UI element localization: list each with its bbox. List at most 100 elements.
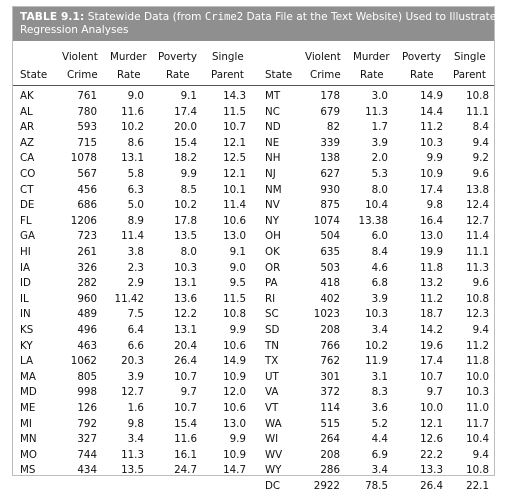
single-parent-cell: 12.1 bbox=[223, 168, 246, 180]
violent-crime-cell: 178 bbox=[320, 90, 340, 102]
state-code: CT bbox=[20, 183, 34, 196]
state-code: NH bbox=[265, 152, 281, 165]
violent-crime-cell: 762 bbox=[320, 355, 340, 368]
single-parent-cell: 10.8 bbox=[466, 90, 489, 102]
violent-crime-cell: 456 bbox=[77, 183, 97, 196]
poverty-rate-cell: 12.2 bbox=[174, 308, 197, 321]
header-violent-bottom-left: Crime bbox=[67, 69, 98, 81]
state-code: OH bbox=[265, 230, 281, 243]
single-parent-cell: 9.9 bbox=[229, 433, 246, 446]
state-code: FL bbox=[20, 214, 32, 227]
murder-rate-cell: 6.3 bbox=[127, 183, 144, 196]
violent-crime-cell: 82 bbox=[326, 121, 340, 134]
state-code: UT bbox=[265, 370, 279, 383]
murder-rate-cell: 20.3 bbox=[121, 355, 144, 368]
murder-rate-cell: 11.3 bbox=[121, 448, 144, 461]
murder-rate-cell: 11.3 bbox=[365, 105, 388, 118]
murder-rate-cell: 11.4 bbox=[121, 230, 144, 243]
single-parent-cell: 10.0 bbox=[466, 370, 489, 383]
header-state-right: State bbox=[265, 69, 293, 81]
single-parent-cell: 9.5 bbox=[229, 277, 246, 290]
violent-crime-cell: 463 bbox=[77, 339, 97, 352]
state-code: GA bbox=[20, 230, 36, 243]
poverty-rate-cell: 12.1 bbox=[420, 417, 443, 430]
poverty-rate-cell: 11.8 bbox=[420, 261, 443, 274]
single-parent-cell: 11.0 bbox=[466, 402, 489, 414]
state-code: MI bbox=[20, 417, 32, 430]
header-poverty-bottom-right: Rate bbox=[410, 69, 434, 81]
poverty-rate-cell: 9.9 bbox=[180, 168, 197, 180]
poverty-rate-cell: 18.7 bbox=[420, 308, 443, 321]
poverty-rate-cell: 24.7 bbox=[174, 464, 197, 477]
murder-rate-cell: 10.2 bbox=[121, 121, 144, 134]
single-parent-cell: 11.4 bbox=[466, 230, 489, 243]
violent-crime-cell: 114 bbox=[320, 402, 340, 414]
violent-crime-cell: 327 bbox=[77, 433, 97, 446]
violent-crime-cell: 372 bbox=[320, 386, 340, 399]
murder-rate-cell: 11.9 bbox=[365, 355, 388, 368]
murder-rate-cell: 2.9 bbox=[127, 277, 144, 290]
poverty-rate-cell: 26.4 bbox=[420, 480, 443, 492]
header-poverty-top-right: Poverty bbox=[402, 51, 441, 63]
poverty-rate-cell: 13.0 bbox=[420, 230, 443, 243]
state-code: CA bbox=[20, 152, 35, 165]
single-parent-cell: 10.8 bbox=[466, 464, 489, 477]
state-code: PA bbox=[265, 277, 278, 290]
title-text-after: Data File at the Text Website) Used to I… bbox=[243, 11, 497, 23]
poverty-rate-cell: 10.2 bbox=[174, 199, 197, 212]
murder-rate-cell: 3.9 bbox=[371, 292, 388, 305]
murder-rate-cell: 11.42 bbox=[114, 292, 144, 305]
violent-crime-cell: 138 bbox=[320, 152, 340, 165]
murder-rate-cell: 10.2 bbox=[365, 339, 388, 352]
header-murder-bottom-left: Rate bbox=[117, 69, 141, 81]
murder-rate-cell: 1.6 bbox=[127, 402, 144, 414]
poverty-rate-cell: 13.5 bbox=[174, 230, 197, 243]
murder-rate-cell: 10.3 bbox=[365, 308, 388, 321]
murder-rate-cell: 13.1 bbox=[121, 152, 144, 165]
murder-rate-cell: 6.8 bbox=[371, 277, 388, 290]
header-single-bottom-left: Parent bbox=[211, 69, 244, 81]
murder-rate-cell: 8.3 bbox=[371, 386, 388, 399]
poverty-rate-cell: 20.0 bbox=[174, 121, 197, 134]
state-code: MA bbox=[20, 370, 36, 383]
single-parent-cell: 11.5 bbox=[223, 292, 246, 305]
poverty-rate-cell: 10.7 bbox=[420, 370, 443, 383]
single-parent-cell: 10.1 bbox=[223, 183, 246, 196]
single-parent-cell: 13.8 bbox=[466, 183, 489, 196]
poverty-rate-cell: 16.1 bbox=[174, 448, 197, 461]
poverty-rate-cell: 13.2 bbox=[420, 277, 443, 290]
header-murder-top-left: Murder bbox=[110, 51, 147, 63]
single-parent-cell: 11.2 bbox=[466, 339, 489, 352]
murder-rate-cell: 13.5 bbox=[121, 464, 144, 477]
single-parent-cell: 9.0 bbox=[229, 261, 246, 274]
poverty-rate-cell: 11.2 bbox=[420, 292, 443, 305]
state-code: OK bbox=[265, 246, 280, 258]
poverty-rate-cell: 9.7 bbox=[426, 386, 443, 399]
header-rule bbox=[13, 85, 494, 86]
state-code: WA bbox=[265, 417, 282, 430]
single-parent-cell: 12.3 bbox=[466, 308, 489, 321]
violent-crime-cell: 766 bbox=[320, 339, 340, 352]
single-parent-cell: 13.0 bbox=[223, 230, 246, 243]
single-parent-cell: 9.4 bbox=[472, 324, 489, 336]
state-code: CO bbox=[20, 168, 36, 180]
state-code: OR bbox=[265, 261, 281, 274]
state-code: KY bbox=[20, 339, 33, 352]
murder-rate-cell: 5.0 bbox=[127, 199, 144, 212]
murder-rate-cell: 9.8 bbox=[127, 417, 144, 430]
single-parent-cell: 12.5 bbox=[223, 152, 246, 165]
murder-rate-cell: 4.4 bbox=[371, 433, 388, 446]
poverty-rate-cell: 13.6 bbox=[174, 292, 197, 305]
murder-rate-cell: 5.3 bbox=[371, 168, 388, 180]
violent-crime-cell: 126 bbox=[77, 402, 97, 414]
murder-rate-cell: 6.4 bbox=[127, 324, 144, 336]
header-murder-top-right: Murder bbox=[353, 51, 390, 63]
single-parent-cell: 11.5 bbox=[223, 105, 246, 118]
poverty-rate-cell: 19.6 bbox=[420, 339, 443, 352]
single-parent-cell: 12.7 bbox=[466, 214, 489, 227]
state-code: MO bbox=[20, 448, 37, 461]
poverty-rate-cell: 17.4 bbox=[420, 183, 443, 196]
state-code: IN bbox=[20, 308, 31, 321]
poverty-rate-cell: 14.2 bbox=[420, 324, 443, 336]
violent-crime-cell: 679 bbox=[320, 105, 340, 118]
